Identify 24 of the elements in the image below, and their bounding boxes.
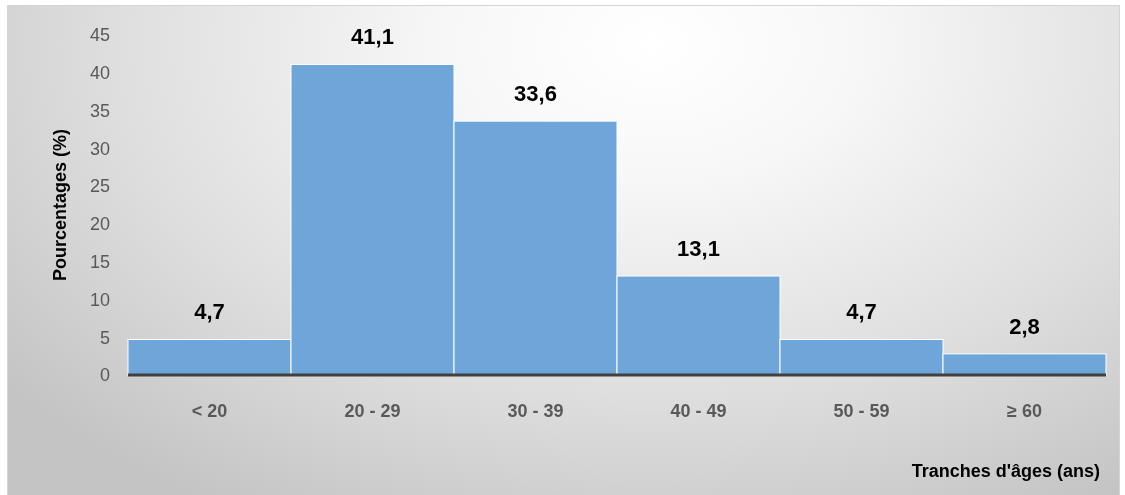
y-tick-label: 5 (99, 327, 110, 348)
y-tick-label: 45 (89, 25, 110, 46)
y-tick-label: 30 (89, 138, 110, 159)
y-tick-label: 0 (99, 365, 110, 386)
x-tick-label: 40 - 49 (670, 401, 727, 421)
data-label: 4,7 (846, 299, 877, 325)
x-axis-title: Tranches d'âges (ans) (911, 461, 1100, 481)
x-tick-label: 20 - 29 (344, 401, 401, 421)
data-label: 33,6 (514, 81, 557, 107)
data-label: 4,7 (194, 299, 225, 325)
x-tick-label: ≥ 60 (1007, 401, 1042, 421)
x-tick-label: < 20 (191, 401, 228, 421)
data-label: 2,8 (1009, 313, 1040, 339)
x-tick-label: 50 - 59 (833, 401, 890, 421)
y-tick-label: 20 (89, 214, 110, 235)
y-tick-label: 10 (89, 289, 110, 310)
x-tick-label: 30 - 39 (507, 401, 564, 421)
y-tick-label: 40 (89, 63, 110, 84)
data-label: 13,1 (677, 236, 720, 262)
data-label: 41,1 (351, 24, 394, 50)
y-axis-title: Pourcentages (%) (50, 128, 70, 282)
y-tick-label: 35 (89, 100, 110, 121)
y-tick-label: 15 (89, 251, 110, 272)
y-tick-label: 25 (89, 176, 110, 197)
